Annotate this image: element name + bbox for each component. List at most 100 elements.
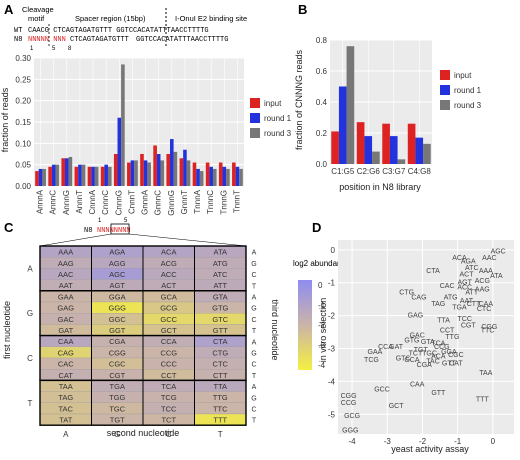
point-label: GTC [396,355,411,362]
codon-label: ATA [214,248,227,257]
bar-C1:G5-input [331,131,339,164]
legend-label: round 1 [454,86,482,95]
n8-rest-2: GGTCCACATATTTAACCTTTTG [136,36,228,44]
codon-label: TTT [213,416,227,425]
legend-swatch [440,70,450,80]
codon-label: GTC [212,315,228,324]
bar-GnnnC-round-3 [160,160,165,186]
legend-swatch [250,98,260,108]
x-tick-label: C1:G5 [331,167,355,176]
point-label: CGT [461,322,477,329]
legend-tick: 0 [318,281,323,290]
x-tick-label: AnnnA [36,189,45,214]
point-label: CCG [341,400,357,407]
point-label: ACC [457,285,472,292]
bar-C2:G6-input [356,122,365,164]
bar-C4:G8-input [407,123,416,164]
point-label: CCG [434,344,450,351]
bar-TnnnT-round-1 [235,166,240,186]
bar-GnnnT-input [179,158,184,186]
chart-d-xlabel: yeast activity assay [391,444,469,454]
codon-label: AGG [109,259,126,268]
third-nt-label: A [252,250,257,257]
y-tick-label: 0.00 [15,182,31,191]
point-label: ACG [475,278,490,285]
first-nt-label: A [27,264,33,273]
bar-TnnnG-round-3 [226,168,230,186]
panel-letter-c: C [4,220,14,235]
second-nt-label: A [63,430,69,439]
point-label: TGA [452,304,467,311]
wt-sequence: CAACG CTCAGTAGATGTTT GGTCCACATATTTAACCTT… [28,27,209,35]
point-label: CGG [481,324,497,331]
codon-label: CTG [212,348,228,357]
x-tick-label: AnnnG [62,190,71,215]
bar-CnnnC-round-1 [104,164,108,186]
x-tick-label: AnnnC [49,190,58,215]
x-tick-label: C3:G7 [382,167,406,176]
third-nt-label: G [251,306,256,313]
bar-AnnnA-round-1 [38,168,43,186]
x-tick-label: CnnnG [114,190,123,215]
point-label: CCA [378,344,393,351]
zoom-line-left [39,233,112,247]
x-tick-label: CnnnA [88,189,97,214]
c-n8-label: N8 [84,227,92,235]
point-label: CTC [477,306,491,313]
codon-label: TAA [59,382,73,391]
bar-GnnnA-round-1 [143,160,148,186]
point-label: TTC [481,327,495,334]
y-tick-label: 0.25 [15,75,31,84]
x-tick-label: C2:G6 [357,167,381,176]
codon-label: GGT [109,326,126,335]
chart-b-ylabel: fraction of CNNNG reads [294,49,304,150]
chart-a-ylabel: fraction of reads [0,87,10,152]
bar-GnnnG-round-1 [170,139,174,186]
third-nt-label: G [251,261,256,268]
legend-gradient [298,280,312,370]
c-xlabel: second nucleotide [107,428,180,438]
bar-TnnnG-round-1 [222,166,227,186]
codon-label: TTC [213,404,228,413]
point-label: AAA [479,268,493,275]
codon-label: AGT [110,281,126,290]
x-tick-label: C4:G8 [408,167,432,176]
y-tick-label: -2 [328,312,336,321]
point-label: ATC [465,265,478,272]
point-label: AAT [460,298,474,305]
bar-AnnnT-input [74,166,79,186]
point-label: CAA [410,382,425,389]
bar-TnnnC-input [205,162,210,186]
x-tick-label: TnnnC [206,190,215,214]
x-tick-label: -2 [419,437,427,446]
point-label: TTT [476,396,490,403]
y-tick-label: 0.4 [316,98,328,107]
chart-b: 0.0 0.2 0.4 0.6 0.8 C1:G5 C2:G6 C3:G7 C4:G8 [316,36,432,176]
legend-label: round 3 [264,129,292,138]
point-label: CCT [440,327,455,334]
bar-CnnnC-input [100,166,105,186]
point-label: TGT [414,347,429,354]
codon-label: GAG [57,304,74,313]
point-label: GCC [374,387,390,394]
codon-label: CTC [213,360,229,369]
codon-label: CAC [58,360,74,369]
y-tick-label: 0 [331,246,336,255]
codon-label: TGT [110,416,125,425]
codon-label: TCG [161,393,177,402]
bar-AnnnC-round-1 [51,164,56,186]
cleavage-label: Cleavage [22,5,54,14]
legend-tick: -2 [318,321,326,330]
codon-label: TGC [109,404,125,413]
bar-TnnnA-round-1 [196,168,200,186]
codon-label: ACA [161,248,176,257]
c-n8-box [110,223,130,235]
y-tick-label: 0.10 [15,139,31,148]
codon-label: CAT [59,371,74,380]
point-label: CAG [411,295,426,302]
point-label: GGG [342,428,358,435]
bar-AnnnG-round-1 [65,158,69,186]
point-label: ACA [452,255,467,262]
x-tick-label: CnnnT [127,190,136,214]
